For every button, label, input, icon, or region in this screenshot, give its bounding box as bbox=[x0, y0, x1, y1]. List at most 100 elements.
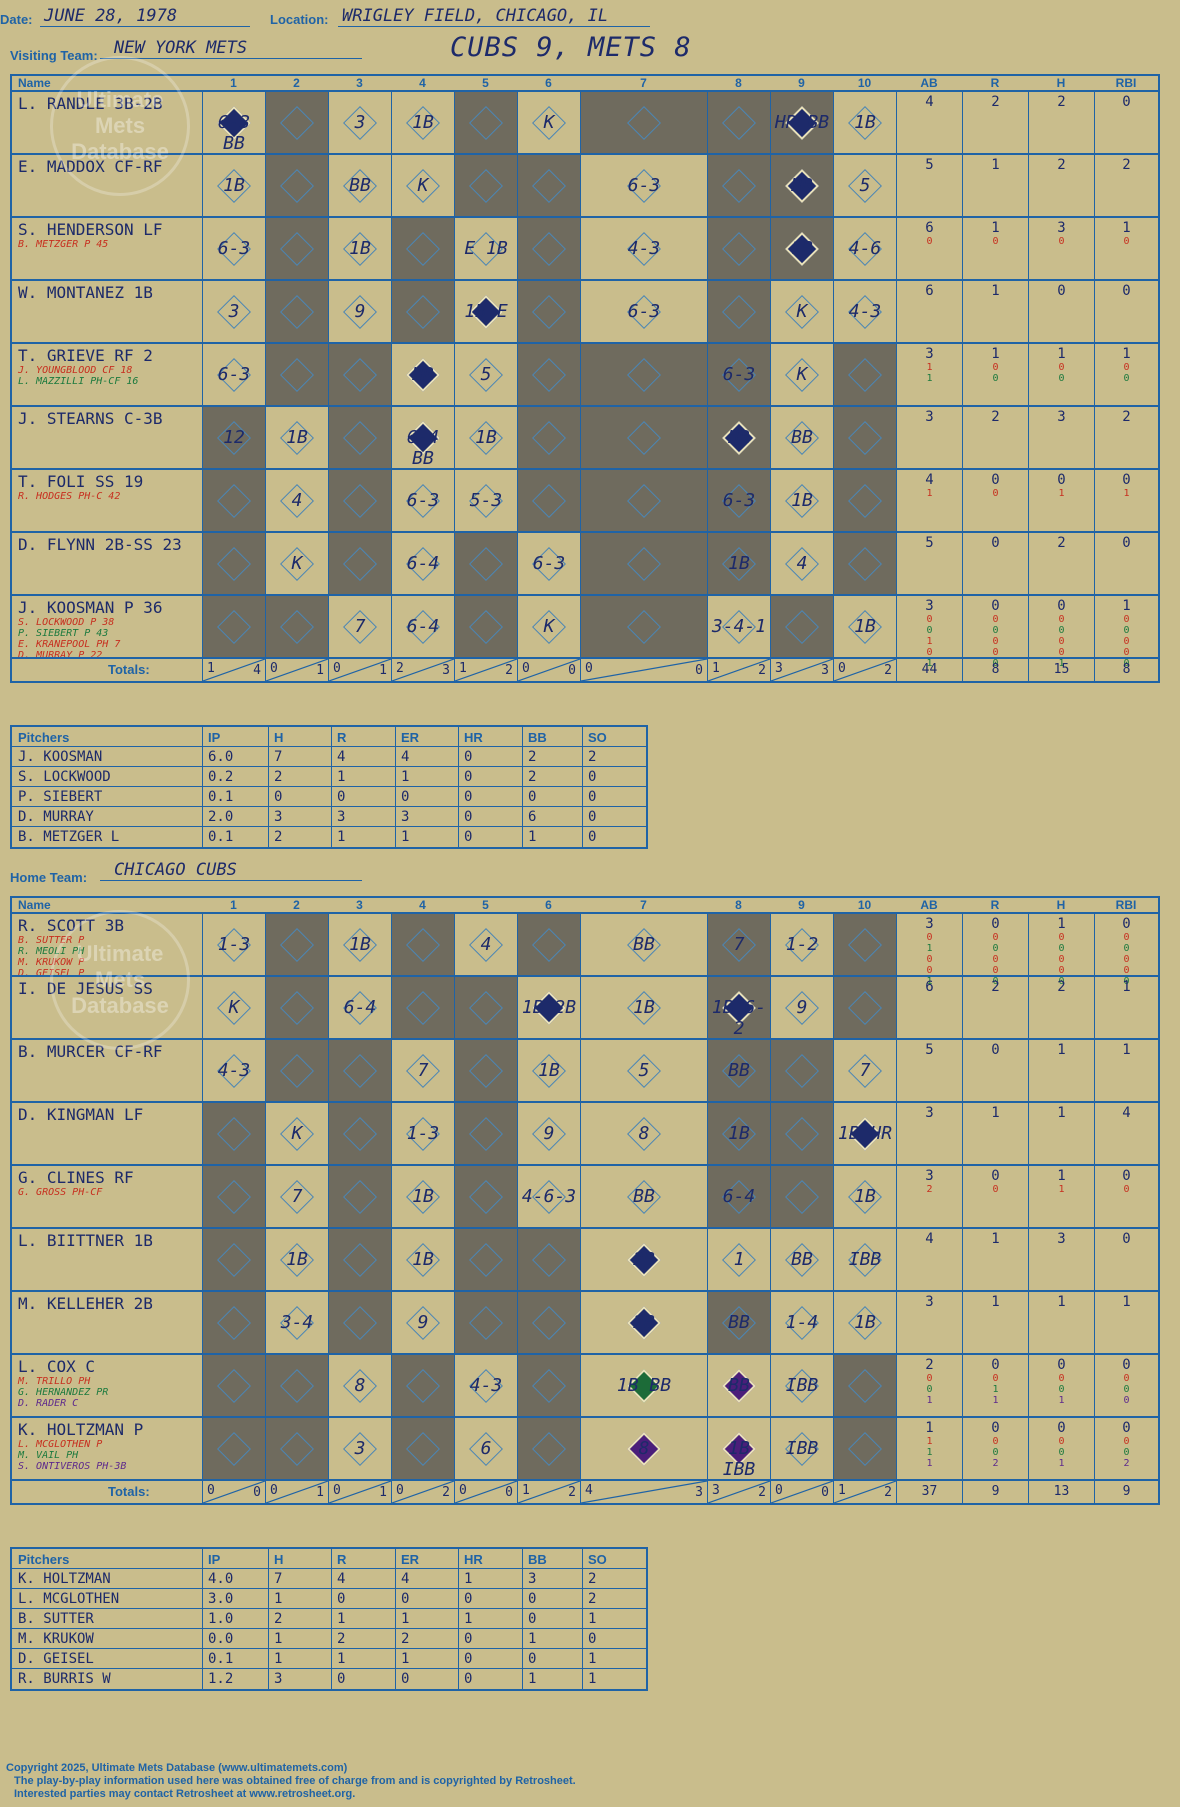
totals-label: Totals: bbox=[108, 662, 150, 677]
play-result: 4-3 bbox=[848, 300, 882, 322]
inning-cell bbox=[391, 218, 454, 279]
column-header: 1 bbox=[230, 76, 237, 90]
column-header: 10 bbox=[857, 76, 872, 90]
inning-cell bbox=[580, 407, 707, 468]
stat-h: 2 bbox=[1028, 155, 1094, 216]
play-result: 6-3 BB bbox=[217, 111, 251, 154]
base-diamond-icon bbox=[280, 294, 314, 329]
inning-cell: 6-3 bbox=[707, 344, 770, 405]
base-diamond-icon bbox=[343, 357, 377, 392]
column-header: R bbox=[990, 76, 1000, 90]
play-result: 1-4 bbox=[785, 1311, 819, 1333]
inning-cell bbox=[265, 1355, 328, 1416]
inning-cell bbox=[328, 407, 391, 468]
inning-cell: 6-3 bbox=[517, 533, 580, 594]
stat-r: 0 bbox=[962, 533, 1028, 594]
base-diamond-icon bbox=[343, 420, 377, 455]
base-diamond-icon bbox=[469, 1116, 503, 1151]
inning-cell: 1B 6-2 bbox=[707, 977, 770, 1039]
inning-cell: 4 bbox=[770, 533, 833, 594]
copyright-text: Copyright 2025, Ultimate Mets Database (… bbox=[6, 1762, 348, 1774]
column-header: 10 bbox=[857, 898, 872, 912]
substitute-name: R. HODGES PH-C 42 bbox=[18, 491, 121, 502]
inning-cell: 6-3 bbox=[202, 344, 265, 405]
base-diamond-icon bbox=[722, 294, 756, 329]
base-diamond-icon bbox=[343, 1116, 377, 1151]
inning-cell: 1B BB bbox=[580, 1355, 707, 1416]
inning-cell: 1B bbox=[707, 1103, 770, 1164]
pitcher-row: M. KRUKOW 0.0 1 2 2 0 1 0 bbox=[12, 1629, 646, 1649]
stat-h: 3 bbox=[1028, 1229, 1094, 1290]
inning-cell: BB bbox=[580, 914, 707, 975]
inning-cell: 6-3 BB bbox=[202, 92, 265, 154]
column-header: RBI bbox=[1115, 76, 1137, 90]
player-name-cell: J. STEARNS C-3B bbox=[12, 407, 202, 468]
inning-cell: HR bbox=[770, 155, 833, 216]
totals-label: Totals: bbox=[108, 1484, 150, 1499]
play-result: 4-6 bbox=[848, 237, 882, 259]
base-diamond-icon bbox=[848, 927, 882, 962]
play-result: 6-4 bbox=[406, 552, 440, 574]
base-diamond-icon bbox=[848, 546, 882, 581]
player-row: B. MURCER CF-RF 4-3 7 1B 5 BB 7 5 0 1 1 bbox=[12, 1040, 1158, 1103]
inning-cell bbox=[517, 344, 580, 405]
stat-ab: 5 bbox=[896, 1040, 962, 1101]
game-header: Date: JUNE 28, 1978 Location: WRIGLEY FI… bbox=[0, 0, 1180, 70]
base-diamond-icon bbox=[785, 609, 819, 644]
player-name: M. KELLEHER 2B bbox=[18, 1294, 153, 1313]
inning-cell bbox=[833, 1355, 896, 1416]
player-name-cell: B. MURCER CF-RF bbox=[12, 1040, 202, 1101]
inning-cell bbox=[391, 1418, 454, 1479]
player-name: T. GRIEVE RF 2 bbox=[18, 346, 153, 365]
inning-cell: HR bbox=[707, 407, 770, 468]
totals-row: Totals: 1 4 0 1 0 1 2 3 1 2 0 0 0 0 1 2 3 3 0 2 44 8 15 8 bbox=[12, 659, 1158, 681]
stat-ab: 4 bbox=[896, 1229, 962, 1290]
column-header: 2 bbox=[293, 76, 300, 90]
visiting-pitchers-table: Pitchers IP H R ER HR BB SO J. KOOSMAN 6.0 7 4 4 0 2 2 S… bbox=[10, 725, 648, 849]
substitute-name: M. VAIL PH bbox=[18, 1450, 79, 1461]
stat-h: 2 bbox=[1028, 977, 1094, 1038]
inning-cell: 5 bbox=[580, 1040, 707, 1101]
base-diamond-icon bbox=[217, 609, 251, 644]
inning-cell: 1B E bbox=[454, 281, 517, 342]
inning-cell: 1B bbox=[770, 218, 833, 279]
inning-cell bbox=[265, 155, 328, 216]
inning-cell: K bbox=[265, 533, 328, 594]
inning-cell: 1-3 bbox=[391, 1103, 454, 1164]
player-row: D. KINGMAN LF K 1-3 9 8 1B 1B HR 3 1 1 4 bbox=[12, 1103, 1158, 1166]
play-result: K bbox=[796, 300, 808, 322]
play-result: 1B bbox=[286, 1248, 308, 1270]
game-date: JUNE 28, 1978 bbox=[40, 6, 250, 27]
player-row: T. GRIEVE RF 2 J. YOUNGBLOOD CF 18 L. MAZZ… bbox=[12, 344, 1158, 407]
player-name-cell: L. BIITTNER 1B bbox=[12, 1229, 202, 1290]
inning-cell: 6-4 bbox=[707, 1166, 770, 1227]
base-diamond-icon bbox=[217, 546, 251, 581]
play-result: 1B bbox=[286, 426, 308, 448]
inning-cell: 6-3 bbox=[580, 155, 707, 216]
inning-cell: 1-4 bbox=[770, 1292, 833, 1353]
base-diamond-icon bbox=[469, 1242, 503, 1277]
stat-rbi: 1 bbox=[1094, 977, 1158, 1038]
inning-cell: K bbox=[517, 596, 580, 657]
play-result: 6-4 bbox=[722, 1185, 756, 1207]
inning-cell: 1B bbox=[580, 977, 707, 1038]
stat-h: 3 bbox=[1028, 407, 1094, 468]
play-result: BB bbox=[791, 1248, 813, 1270]
base-diamond-icon bbox=[469, 1179, 503, 1214]
inning-cell: 9 bbox=[770, 977, 833, 1038]
base-diamond-icon bbox=[532, 1368, 566, 1403]
play-result: K bbox=[543, 111, 555, 133]
play-result: 7 bbox=[733, 933, 745, 955]
inning-cell bbox=[202, 1229, 265, 1290]
inning-cell: 1B bbox=[833, 1292, 896, 1353]
inning-cell: 7 bbox=[265, 1166, 328, 1227]
